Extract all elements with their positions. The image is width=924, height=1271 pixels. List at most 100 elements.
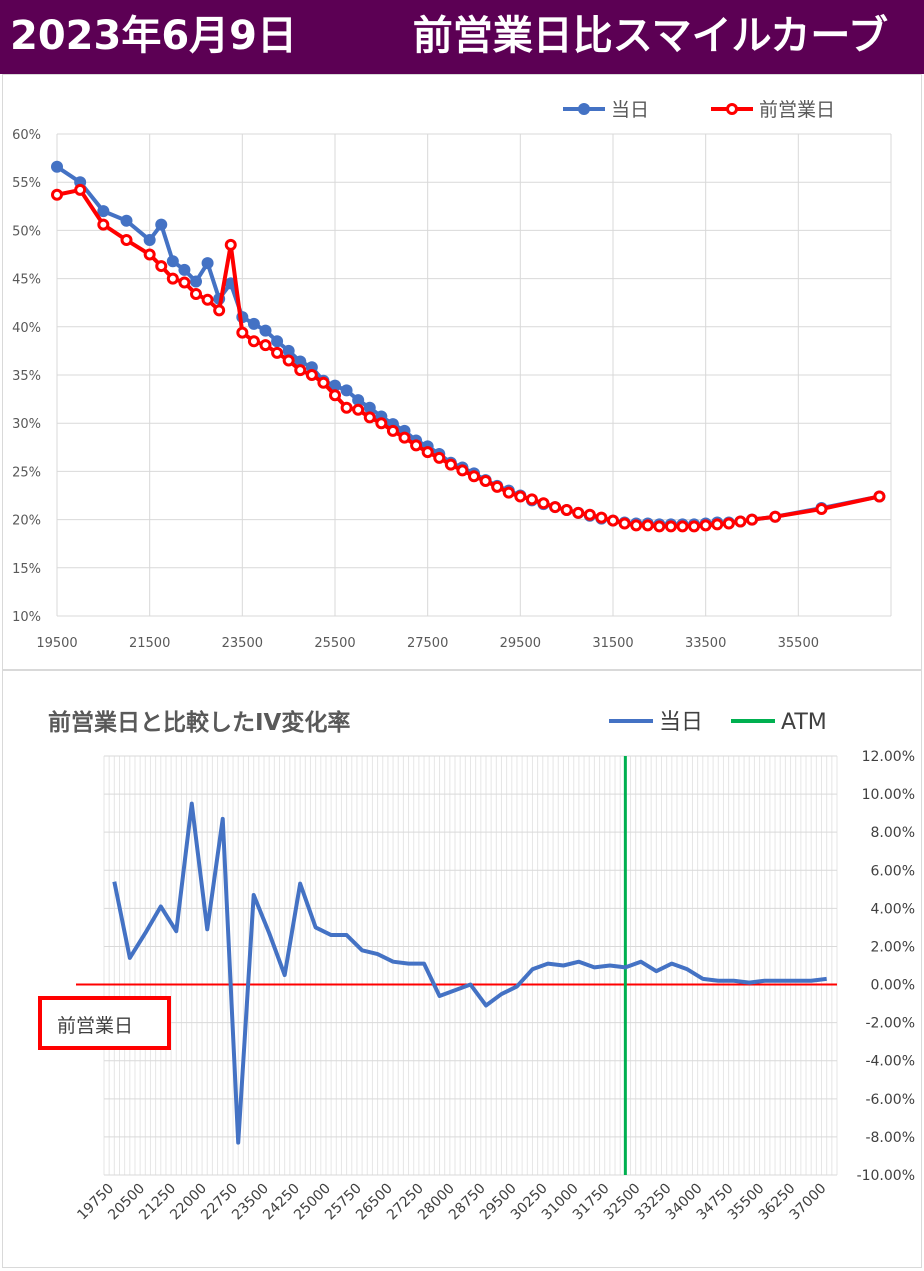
data-point-today (271, 335, 284, 348)
data-point-prev (549, 501, 562, 514)
data-point-prev (236, 326, 249, 339)
data-point-prev (190, 288, 202, 301)
y-tick-label: -2.00% (865, 1016, 915, 1032)
data-point-prev (166, 272, 179, 285)
data-point-today (282, 344, 295, 357)
data-point-today (190, 275, 202, 288)
data-point-prev (468, 470, 480, 483)
chart-title: 前営業日と比較したIV変化率 (48, 709, 350, 736)
data-point-prev (711, 518, 724, 531)
data-point-prev (572, 506, 585, 519)
data-point-prev (363, 411, 376, 424)
x-tick-label: 25500 (314, 636, 355, 651)
data-point-today (178, 263, 191, 276)
data-point-prev (51, 188, 63, 201)
y-tick-label: -4.00% (865, 1054, 915, 1070)
data-point-prev (74, 183, 87, 196)
y-tick-label: -6.00% (865, 1092, 915, 1108)
x-tick-label: 27500 (407, 636, 448, 651)
y-tick-label: 2.00% (871, 939, 915, 955)
data-point-today (201, 257, 214, 270)
data-point-today (97, 205, 110, 218)
data-point-prev (97, 218, 110, 231)
data-point-prev (247, 335, 260, 348)
data-point-prev (815, 502, 828, 515)
data-point-prev (155, 260, 168, 273)
data-point-today (352, 394, 365, 407)
data-point-prev (120, 234, 133, 247)
data-point-today (166, 255, 179, 268)
y-tick-label: 20% (12, 514, 41, 529)
y-tick-label: 6.00% (871, 863, 915, 879)
x-tick-label: 31500 (592, 636, 633, 651)
data-point-prev (607, 514, 619, 527)
y-tick-label: 35% (12, 369, 41, 384)
data-point-prev (352, 403, 365, 416)
data-point-prev (525, 493, 538, 506)
x-tick-label: 21500 (129, 636, 170, 651)
data-point-prev (224, 238, 237, 251)
data-point-today (155, 218, 168, 231)
data-point-prev (143, 248, 156, 261)
data-point-prev (583, 508, 596, 521)
data-point-prev (213, 304, 226, 317)
data-point-prev (873, 490, 886, 503)
data-point-prev (676, 520, 689, 533)
baseline-label: 前営業日 (57, 1015, 133, 1037)
iv-change-chart: 前営業日と比較したIV変化率 -10.00% -8.00% -6.00% -4.00% -… (38, 709, 915, 1223)
y-tick-label: 8.00% (871, 825, 915, 841)
data-point-prev (688, 520, 701, 533)
data-point-prev (722, 517, 735, 530)
legend-marker (578, 103, 590, 115)
data-point-prev (294, 364, 307, 377)
x-tick-label: 19500 (36, 636, 77, 651)
y-tick-label: 50% (12, 224, 41, 239)
y-tick-label: 55% (12, 176, 41, 191)
data-point-prev (641, 519, 654, 532)
x-tick-label: 29500 (500, 636, 541, 651)
y-tick-label: 12.00% (862, 749, 915, 765)
smile-curve-chart: 10% 15% 20% 25% 30% 35% 40% 45% 50% 55% 60% 19500 21… (12, 99, 892, 651)
data-point-prev (305, 369, 318, 381)
data-point-prev (630, 519, 643, 532)
data-point-prev (317, 376, 330, 389)
data-point-prev (537, 497, 550, 510)
data-point-prev (375, 417, 388, 430)
data-point-prev (618, 517, 631, 530)
y-tick-label: 4.00% (871, 901, 915, 917)
data-point-prev (699, 519, 712, 532)
data-point-prev (653, 520, 666, 533)
data-point-prev (491, 480, 504, 493)
data-point-prev (444, 458, 457, 471)
y-tick-label: -8.00% (865, 1130, 915, 1146)
x-tick-label: 23500 (222, 636, 263, 651)
legend-label: 当日 (611, 99, 649, 121)
page-header: 2023年6月9日 前営業日比スマイルカーブ (0, 0, 924, 74)
data-point-prev (514, 490, 527, 503)
y-tick-label: 10.00% (862, 787, 915, 803)
series-line-today (112, 801, 827, 1145)
data-point-prev (479, 475, 492, 488)
data-point-prev (502, 486, 515, 499)
smile-curve-panel: 10% 15% 20% 25% 30% 35% 40% 45% 50% 55% 60% 19500 21… (2, 74, 922, 670)
y-tick-label: 0.00% (871, 978, 915, 994)
header-title: 前営業日比スマイルカーブ (412, 13, 888, 59)
legend-label: 当日 (659, 710, 703, 735)
iv-change-panel: 前営業日と比較したIV変化率 -10.00% -8.00% -6.00% -4.00% -… (2, 670, 922, 1268)
baseline-label-box (38, 996, 171, 1050)
data-point-today (120, 214, 133, 227)
data-point-prev (410, 439, 423, 452)
x-tick-label: 35500 (778, 636, 819, 651)
data-point-prev (456, 464, 469, 477)
y-tick-label: 40% (12, 321, 41, 336)
data-point-prev (340, 401, 353, 414)
data-point-prev (734, 515, 747, 528)
data-point-today (363, 401, 376, 414)
data-point-prev (769, 510, 782, 523)
y-tick-label: -10.00% (857, 1168, 915, 1184)
data-point-prev (386, 424, 399, 437)
data-point-today (51, 160, 63, 173)
y-tick-label: 60% (12, 128, 41, 143)
data-point-prev (201, 293, 214, 306)
x-tick-label: 33500 (685, 636, 726, 651)
